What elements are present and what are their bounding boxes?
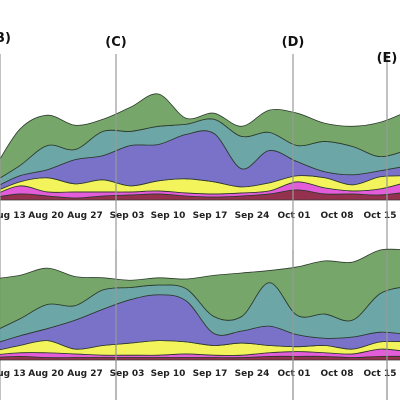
stream-band-green — [0, 93, 400, 179]
x-tick-label: Oct 15 — [364, 211, 397, 221]
x-tick-label: Sep 24 — [235, 211, 270, 221]
x-tick-label: Aug 27 — [67, 369, 102, 379]
x-tick-label: Sep 17 — [193, 369, 228, 379]
x-tick-label: Aug 20 — [28, 369, 63, 379]
x-tick-label: Aug 13 — [0, 211, 26, 221]
x-tick-label: Aug 27 — [67, 211, 102, 221]
x-tick-label: Oct 01 — [278, 211, 311, 221]
x-tick-label: Aug 13 — [0, 369, 26, 379]
x-tick-label: Oct 08 — [321, 369, 354, 379]
x-tick-label: Sep 17 — [193, 211, 228, 221]
x-tick-label: Aug 20 — [28, 211, 63, 221]
annotation-label: (D) — [282, 35, 305, 50]
annotation-label: (E) — [377, 51, 398, 66]
x-tick-label: Sep 03 — [110, 211, 145, 221]
x-tick-label: Oct 08 — [321, 211, 354, 221]
x-tick-label: Sep 03 — [110, 369, 145, 379]
x-tick-label: Sep 24 — [235, 369, 270, 379]
annotation-label: (B) — [0, 31, 11, 46]
x-tick-label: Oct 15 — [364, 369, 397, 379]
x-tick-label: Sep 10 — [151, 369, 186, 379]
x-tick-label: Sep 10 — [151, 211, 186, 221]
annotation-label: (C) — [105, 35, 126, 50]
stream-band-green — [0, 248, 400, 329]
x-tick-label: Oct 01 — [278, 369, 311, 379]
